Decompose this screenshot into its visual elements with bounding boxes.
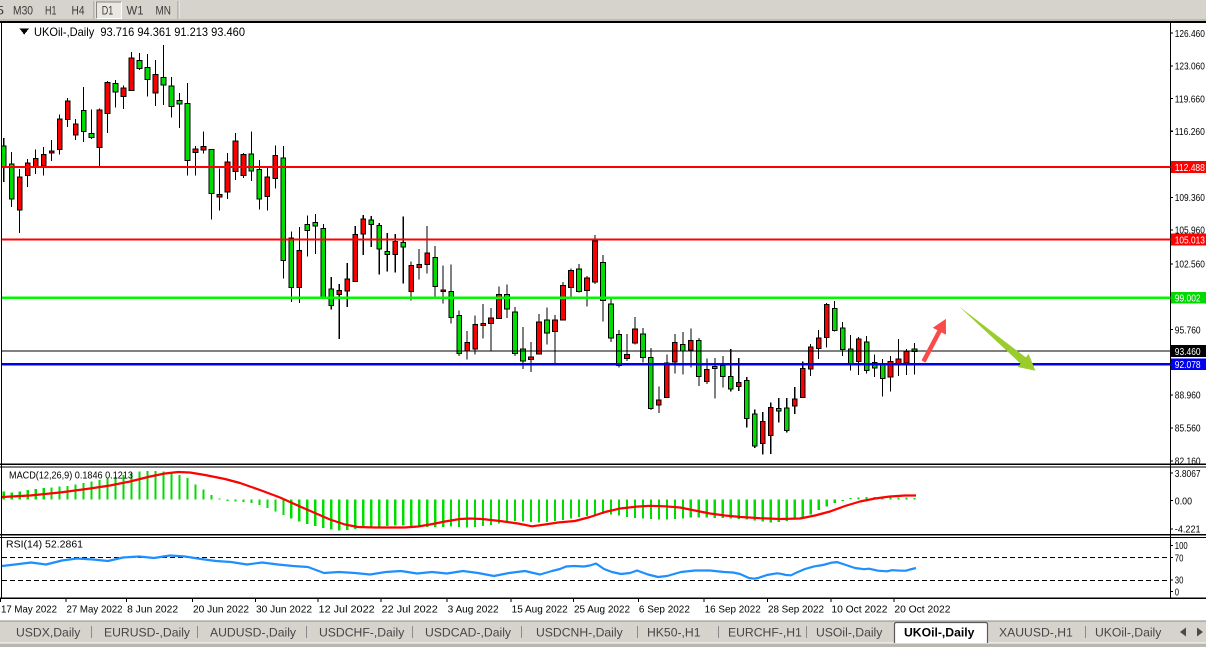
svg-text:12 Jul 2022: 12 Jul 2022 (319, 604, 375, 616)
svg-text:25 Aug 2022: 25 Aug 2022 (574, 604, 630, 616)
svg-text:28 Sep 2022: 28 Sep 2022 (768, 604, 824, 616)
svg-text:123.060: 123.060 (1175, 61, 1205, 73)
svg-text:100: 100 (1175, 540, 1188, 552)
svg-text:95.760: 95.760 (1175, 324, 1201, 336)
svg-text:5: 5 (0, 6, 4, 18)
svg-text:20 Oct 2022: 20 Oct 2022 (894, 604, 950, 616)
svg-text:99.002: 99.002 (1175, 292, 1201, 304)
svg-text:112.488: 112.488 (1175, 162, 1205, 174)
svg-text:17 May 2022: 17 May 2022 (1, 604, 57, 616)
svg-text:88.960: 88.960 (1175, 390, 1201, 402)
svg-text:XAUUSD-,H1: XAUUSD-,H1 (999, 626, 1073, 640)
svg-text:H1: H1 (45, 6, 57, 18)
svg-text:3.8067: 3.8067 (1175, 468, 1201, 480)
svg-text:85.560: 85.560 (1175, 423, 1201, 435)
svg-text:92.078: 92.078 (1175, 359, 1201, 371)
svg-text:USDCNH-,Daily: USDCNH-,Daily (536, 626, 624, 640)
svg-text:UKOil-,Daily: UKOil-,Daily (1095, 626, 1162, 640)
svg-text:126.460: 126.460 (1175, 28, 1205, 40)
svg-text:EURUSD-,Daily: EURUSD-,Daily (104, 626, 191, 640)
svg-text:8 Jun 2022: 8 Jun 2022 (127, 604, 178, 616)
svg-text:EURCHF-,H1: EURCHF-,H1 (728, 626, 802, 640)
svg-text:RSI(14) 52.2861: RSI(14) 52.2861 (6, 539, 83, 551)
svg-text:-4.221: -4.221 (1175, 524, 1201, 536)
svg-text:102.560: 102.560 (1175, 259, 1205, 271)
svg-text:105.013: 105.013 (1175, 234, 1205, 246)
svg-text:MACD(12,26,9) 0.1846 0.1213: MACD(12,26,9) 0.1846 0.1213 (9, 470, 133, 482)
svg-text:0.00: 0.00 (1175, 495, 1192, 507)
svg-text:27 May 2022: 27 May 2022 (66, 604, 122, 616)
svg-text:USDCHF-,Daily: USDCHF-,Daily (319, 626, 405, 640)
svg-text:116.260: 116.260 (1175, 126, 1205, 138)
svg-text:USDCAD-,Daily: USDCAD-,Daily (425, 626, 512, 640)
svg-text:AUDUSD-,Daily: AUDUSD-,Daily (210, 626, 297, 640)
svg-text:W1: W1 (127, 6, 144, 18)
svg-text:D1: D1 (102, 6, 114, 18)
svg-text:22 Jul 2022: 22 Jul 2022 (382, 604, 438, 616)
svg-text:105.960: 105.960 (1175, 225, 1205, 237)
svg-text:70: 70 (1175, 552, 1184, 564)
svg-text:H4: H4 (72, 6, 86, 18)
svg-text:UKOil-,Daily: UKOil-,Daily (904, 626, 975, 640)
svg-text:93.460: 93.460 (1175, 346, 1201, 358)
svg-text:30: 30 (1175, 575, 1184, 587)
svg-text:USDX,Daily: USDX,Daily (16, 626, 81, 640)
svg-text:6 Sep 2022: 6 Sep 2022 (639, 604, 690, 616)
svg-text:30 Jun 2022: 30 Jun 2022 (256, 604, 312, 616)
svg-text:119.660: 119.660 (1175, 93, 1205, 105)
svg-text:15 Aug 2022: 15 Aug 2022 (512, 604, 568, 616)
svg-text:10 Oct 2022: 10 Oct 2022 (831, 604, 887, 616)
svg-text:0: 0 (1175, 586, 1179, 598)
svg-text:UKOil-,Daily 93.716 94.361 91: UKOil-,Daily 93.716 94.361 91.213 93.460 (34, 25, 245, 39)
svg-text:USOil-,Daily: USOil-,Daily (816, 626, 883, 640)
svg-text:HK50-,H1: HK50-,H1 (647, 626, 701, 640)
svg-text:82.160: 82.160 (1175, 456, 1201, 468)
svg-text:109.360: 109.360 (1175, 192, 1205, 204)
svg-text:20 Jun 2022: 20 Jun 2022 (193, 604, 249, 616)
svg-text:MN: MN (156, 6, 172, 18)
svg-text:3 Aug 2022: 3 Aug 2022 (448, 604, 499, 616)
svg-text:M30: M30 (13, 6, 33, 18)
svg-text:16 Sep 2022: 16 Sep 2022 (705, 604, 761, 616)
